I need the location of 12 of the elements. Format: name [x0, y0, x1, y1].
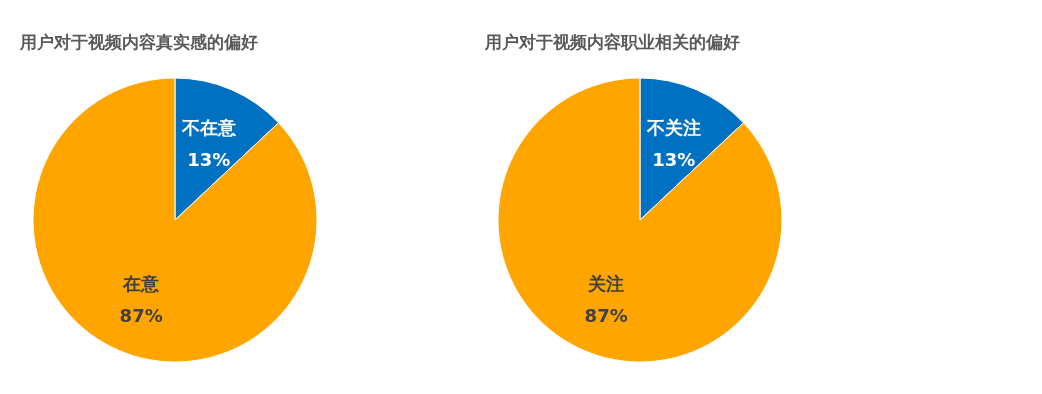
slice-label: 在意	[122, 273, 161, 295]
slice-label: 关注	[587, 273, 625, 295]
pie-slice	[32, 77, 318, 363]
data-label: 13%	[187, 148, 231, 170]
data-label: 87%	[119, 305, 163, 327]
slice-label: 不关注	[645, 116, 701, 138]
chart-title: 用户对于视频内容真实感的偏好	[19, 32, 258, 52]
slice-label: 不在意	[180, 116, 237, 138]
data-label: 87%	[584, 305, 628, 327]
pie-slice	[497, 77, 783, 363]
data-label: 13%	[652, 148, 696, 170]
chart-title: 用户对于视频内容职业相关的偏好	[484, 32, 740, 52]
